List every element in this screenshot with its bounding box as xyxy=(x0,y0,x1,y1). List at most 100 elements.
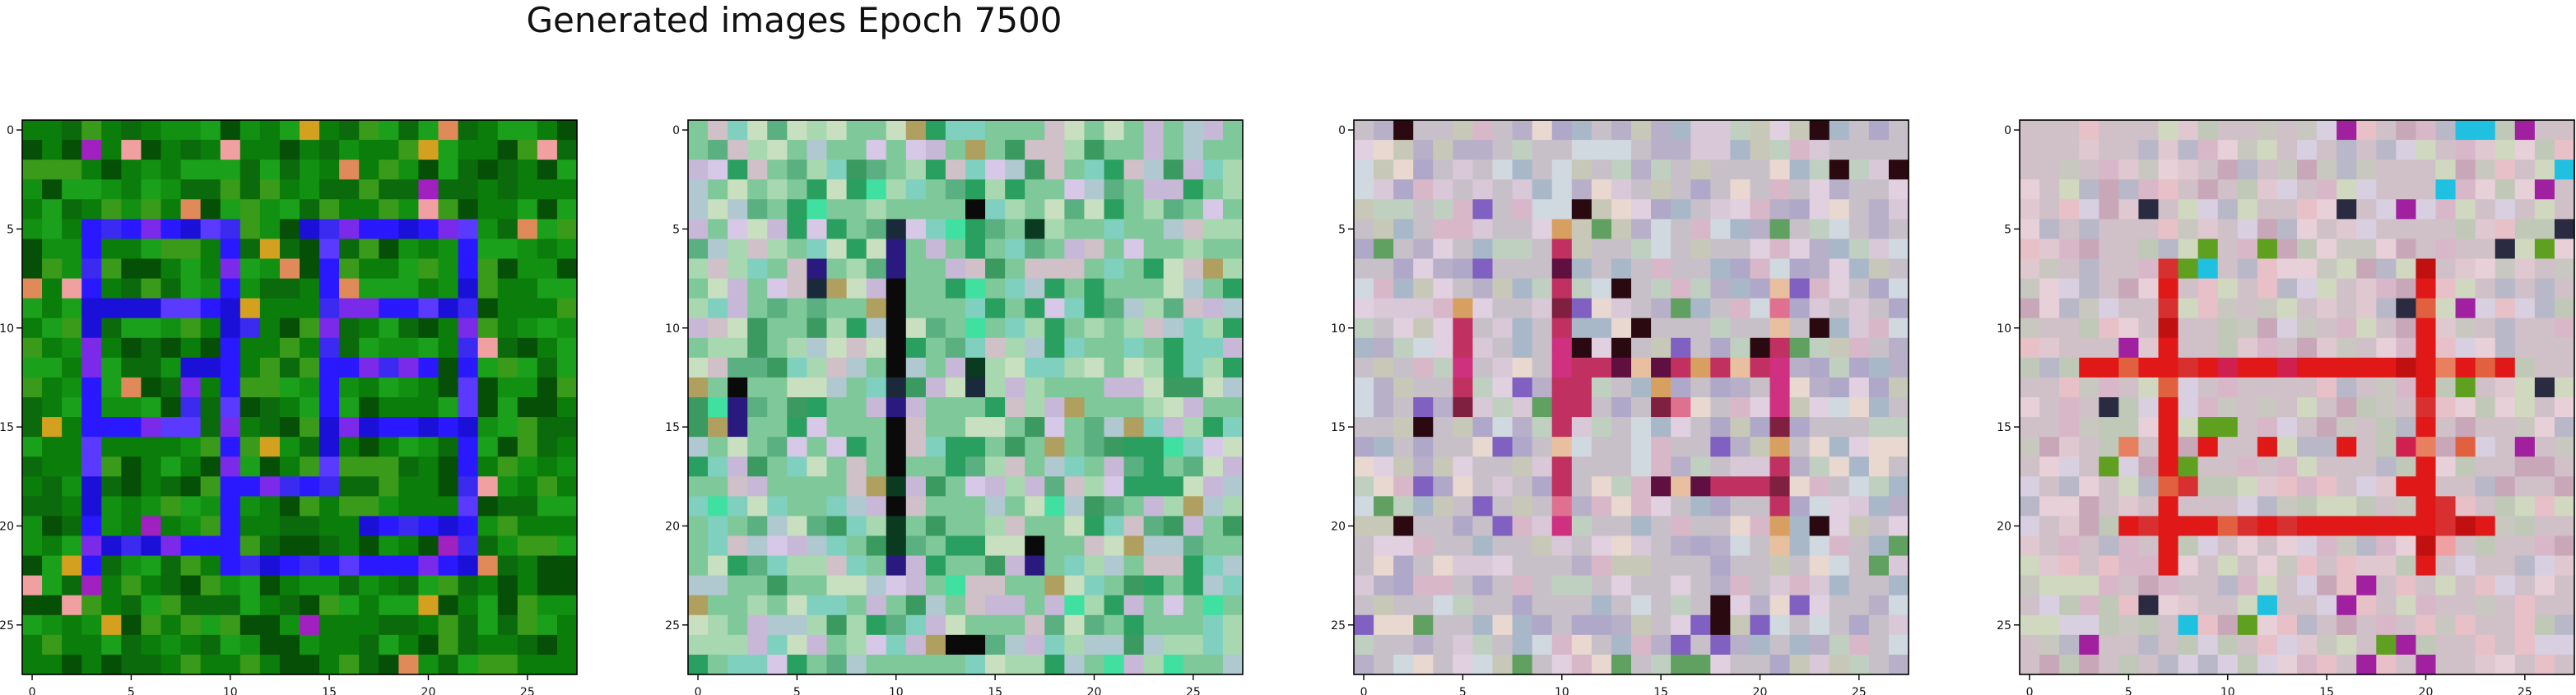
pixel-cell xyxy=(1769,595,1791,616)
pixel-cell xyxy=(708,535,728,557)
pixel-cell xyxy=(62,377,82,398)
pixel-cell xyxy=(1084,595,1105,616)
pixel-cell xyxy=(1671,120,1691,141)
pixel-cell xyxy=(1829,496,1850,517)
pixel-cell xyxy=(1104,555,1125,577)
pixel-cell xyxy=(985,278,1006,299)
pixel-cell xyxy=(826,337,848,359)
pixel-cell xyxy=(319,278,340,299)
pixel-cell xyxy=(2237,516,2258,537)
pixel-cell xyxy=(220,535,241,557)
pixel-cell xyxy=(438,575,459,596)
pixel-cell xyxy=(438,476,459,497)
pixel-cell xyxy=(807,437,828,457)
pixel-cell xyxy=(1690,456,1711,477)
pixel-cell xyxy=(339,199,360,220)
pixel-cell xyxy=(1044,377,1065,398)
x-tick-label: 0 xyxy=(29,686,36,695)
pixel-cell xyxy=(1025,357,1045,378)
pixel-cell xyxy=(1393,456,1414,477)
pixel-cell xyxy=(220,160,241,180)
pixel-cell xyxy=(359,199,379,220)
pixel-cell xyxy=(2554,555,2575,577)
pixel-cell xyxy=(2416,140,2437,160)
pixel-cell xyxy=(1433,278,1453,299)
pixel-cell xyxy=(259,634,281,656)
pixel-cell xyxy=(379,120,399,141)
pixel-cell xyxy=(1453,337,1474,359)
pixel-cell xyxy=(2237,140,2258,160)
pixel-cell xyxy=(2396,179,2417,200)
pixel-cell xyxy=(1374,239,1394,260)
pixel-cell xyxy=(2158,219,2179,240)
pixel-cell xyxy=(1769,496,1791,517)
pixel-cell xyxy=(300,258,320,280)
pixel-cell xyxy=(1710,258,1731,280)
pixel-cell xyxy=(747,456,768,477)
pixel-cell xyxy=(688,160,709,180)
pixel-cell xyxy=(846,535,867,557)
pixel-cell xyxy=(1730,239,1751,260)
pixel-cell xyxy=(2197,595,2219,616)
pixel-cell xyxy=(517,654,538,675)
pixel-cell xyxy=(1064,456,1086,477)
pixel-cell xyxy=(2495,437,2516,457)
pixel-cell xyxy=(2039,219,2060,240)
pixel-cell xyxy=(2020,317,2040,339)
pixel-cell xyxy=(1868,575,1890,596)
pixel-cell xyxy=(728,179,748,200)
pixel-cell xyxy=(239,595,261,616)
pixel-cell xyxy=(1393,476,1414,497)
pixel-cell xyxy=(1551,298,1573,319)
pixel-cell xyxy=(1433,555,1453,577)
pixel-cell xyxy=(359,120,379,141)
pixel-cell xyxy=(688,337,709,359)
pixel-cell xyxy=(2534,437,2555,457)
pixel-cell xyxy=(1472,614,1494,636)
pixel-cell xyxy=(42,120,63,141)
pixel-cell xyxy=(1532,535,1553,557)
pixel-cell xyxy=(1123,278,1145,299)
pixel-cell xyxy=(925,179,946,200)
pixel-cell xyxy=(2237,219,2258,240)
pixel-cell xyxy=(1005,199,1025,220)
pixel-cell xyxy=(925,575,946,596)
pixel-cell xyxy=(1571,634,1593,656)
pixel-cell xyxy=(1730,357,1751,378)
pixel-cell xyxy=(2356,278,2377,299)
pixel-cell xyxy=(787,140,808,160)
pixel-cell xyxy=(141,179,162,200)
pixel-cell xyxy=(2138,496,2160,517)
pixel-cell xyxy=(1084,496,1105,517)
pixel-cell xyxy=(747,575,768,596)
pixel-cell xyxy=(1143,179,1165,200)
pixel-cell xyxy=(826,595,848,616)
pixel-cell xyxy=(1123,516,1145,537)
pixel-cell xyxy=(279,179,300,200)
pixel-cell xyxy=(81,120,102,141)
pixel-cell xyxy=(708,357,728,378)
pixel-cell xyxy=(2495,120,2516,141)
pixel-cell xyxy=(1809,516,1830,537)
pixel-cell xyxy=(1064,357,1086,378)
pixel-cell xyxy=(2197,219,2219,240)
pixel-cell xyxy=(886,199,907,220)
pixel-cell xyxy=(2158,595,2179,616)
pixel-cell xyxy=(1413,595,1434,616)
pixel-cell xyxy=(2158,535,2179,557)
pixel-cell xyxy=(2118,219,2140,240)
pixel-cell xyxy=(767,199,788,220)
pixel-cell xyxy=(2099,377,2119,398)
pixel-cell xyxy=(22,317,43,339)
pixel-cell xyxy=(339,377,360,398)
pixel-cell xyxy=(418,456,439,477)
pixel-cell xyxy=(1492,437,1514,457)
pixel-cell xyxy=(787,160,808,180)
pixel-cell xyxy=(1611,377,1632,398)
pixel-cell xyxy=(2237,298,2258,319)
pixel-cell xyxy=(945,278,966,299)
pixel-cell xyxy=(2337,357,2357,378)
pixel-cell xyxy=(985,417,1006,438)
pixel-cell xyxy=(965,337,986,359)
pixel-cell xyxy=(121,317,142,339)
